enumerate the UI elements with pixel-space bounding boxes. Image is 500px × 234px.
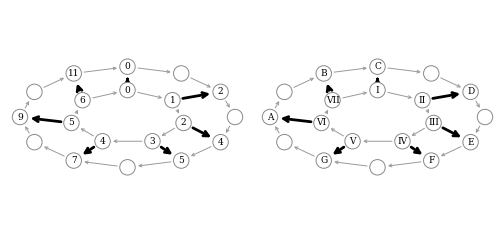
Circle shape (414, 92, 430, 108)
Circle shape (174, 66, 189, 81)
Text: 4: 4 (218, 138, 224, 147)
Text: G: G (320, 156, 328, 165)
Text: B: B (320, 69, 327, 78)
Circle shape (463, 84, 478, 100)
Circle shape (424, 66, 439, 81)
Text: 11: 11 (68, 69, 80, 78)
Circle shape (463, 134, 478, 150)
Text: E: E (468, 138, 474, 147)
Text: C: C (374, 62, 381, 71)
Circle shape (228, 109, 242, 125)
Circle shape (164, 92, 180, 108)
Circle shape (174, 153, 189, 168)
Text: 5: 5 (68, 118, 74, 128)
Text: 6: 6 (80, 96, 86, 105)
Circle shape (176, 115, 192, 131)
Circle shape (314, 115, 329, 131)
Circle shape (75, 92, 90, 108)
Text: 5: 5 (178, 156, 184, 165)
Text: 0: 0 (124, 62, 130, 71)
Circle shape (26, 134, 42, 150)
Text: I: I (376, 86, 380, 95)
Circle shape (370, 160, 385, 175)
Text: V: V (350, 137, 356, 146)
Circle shape (316, 153, 332, 168)
Circle shape (316, 66, 332, 81)
Circle shape (325, 92, 340, 108)
Text: 0: 0 (124, 86, 130, 95)
Circle shape (276, 134, 292, 150)
Circle shape (26, 84, 42, 100)
Circle shape (394, 134, 410, 149)
Text: 2: 2 (218, 87, 224, 96)
Text: A: A (267, 113, 273, 121)
Circle shape (64, 115, 79, 131)
Circle shape (276, 84, 292, 100)
Circle shape (370, 59, 385, 74)
Circle shape (345, 134, 360, 149)
Text: 2: 2 (180, 118, 186, 128)
Circle shape (426, 115, 442, 131)
Text: 1: 1 (170, 96, 175, 105)
Text: 7: 7 (71, 156, 76, 165)
Circle shape (370, 82, 385, 98)
Circle shape (144, 134, 160, 149)
Circle shape (120, 59, 135, 74)
Text: F: F (428, 156, 434, 165)
Text: D: D (467, 87, 474, 96)
Circle shape (478, 109, 492, 125)
Text: VII: VII (326, 96, 340, 105)
Text: II: II (419, 96, 426, 105)
Circle shape (12, 109, 28, 125)
Circle shape (424, 153, 439, 168)
Circle shape (262, 109, 278, 125)
Circle shape (213, 134, 228, 150)
Circle shape (66, 66, 82, 81)
Circle shape (66, 153, 82, 168)
Text: VI: VI (316, 118, 326, 128)
Circle shape (213, 84, 228, 100)
Circle shape (95, 134, 110, 149)
Circle shape (120, 160, 135, 175)
Text: III: III (428, 118, 439, 128)
Text: 9: 9 (17, 113, 23, 121)
Circle shape (120, 82, 135, 98)
Text: IV: IV (398, 137, 407, 146)
Text: 3: 3 (150, 137, 156, 146)
Text: 4: 4 (100, 137, 105, 146)
